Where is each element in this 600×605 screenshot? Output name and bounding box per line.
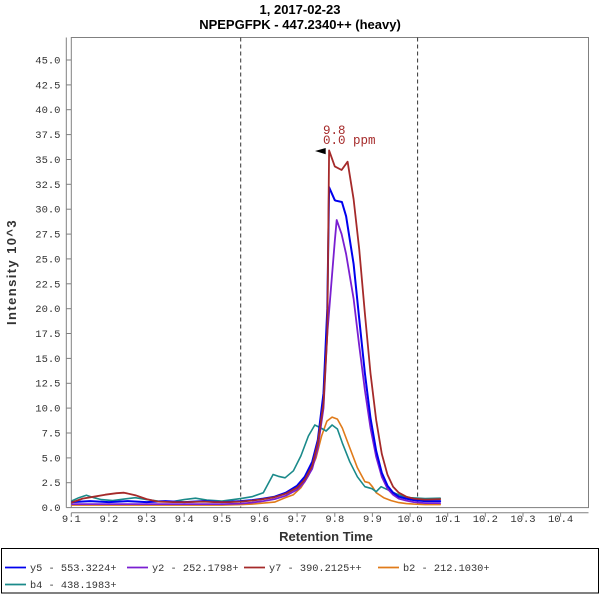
svg-text:35.0: 35.0 xyxy=(35,155,60,167)
svg-text:27.5: 27.5 xyxy=(35,230,60,242)
svg-text:Intensity 10^3: Intensity 10^3 xyxy=(4,219,19,325)
svg-text:10.1: 10.1 xyxy=(435,514,460,526)
svg-text:9.4: 9.4 xyxy=(175,514,194,526)
svg-text:9.7: 9.7 xyxy=(288,514,307,526)
svg-text:42.5: 42.5 xyxy=(35,80,60,92)
svg-text:22.5: 22.5 xyxy=(35,279,60,291)
svg-text:37.5: 37.5 xyxy=(35,130,60,142)
svg-text:25.0: 25.0 xyxy=(35,254,60,266)
svg-text:17.5: 17.5 xyxy=(35,329,60,341)
svg-text:Retention Time: Retention Time xyxy=(279,529,373,544)
svg-text:9.5: 9.5 xyxy=(212,514,231,526)
svg-text:2.5: 2.5 xyxy=(42,478,61,490)
svg-text:7.5: 7.5 xyxy=(42,428,61,440)
svg-text:32.5: 32.5 xyxy=(35,180,60,192)
svg-text:10.3: 10.3 xyxy=(510,514,535,526)
svg-text:40.0: 40.0 xyxy=(35,105,60,117)
svg-text:15.0: 15.0 xyxy=(35,354,60,366)
svg-text:0.0: 0.0 xyxy=(42,503,61,515)
svg-text:10.4: 10.4 xyxy=(548,514,573,526)
svg-text:10.2: 10.2 xyxy=(473,514,498,526)
svg-text:b2 - 212.1030+: b2 - 212.1030+ xyxy=(403,563,490,575)
svg-text:y7 - 390.2125++: y7 - 390.2125++ xyxy=(269,563,362,575)
svg-text:12.5: 12.5 xyxy=(35,379,60,391)
svg-text:5.0: 5.0 xyxy=(42,453,61,465)
svg-text:9.9: 9.9 xyxy=(363,514,382,526)
svg-text:45.0: 45.0 xyxy=(35,56,60,68)
svg-text:9.1: 9.1 xyxy=(62,514,81,526)
svg-text:10.0: 10.0 xyxy=(35,404,60,416)
svg-text:9.8: 9.8 xyxy=(325,514,344,526)
svg-text:b4 - 438.1983+: b4 - 438.1983+ xyxy=(30,580,117,592)
svg-text:20.0: 20.0 xyxy=(35,304,60,316)
svg-text:0.0 ppm: 0.0 ppm xyxy=(323,134,376,148)
svg-text:9.3: 9.3 xyxy=(137,514,156,526)
svg-text:10.0: 10.0 xyxy=(397,514,422,526)
svg-text:9.2: 9.2 xyxy=(99,514,118,526)
svg-text:9.6: 9.6 xyxy=(250,514,269,526)
svg-text:y5 - 553.3224+: y5 - 553.3224+ xyxy=(30,563,117,575)
svg-text:30.0: 30.0 xyxy=(35,205,60,217)
svg-text:y2 - 252.1798+: y2 - 252.1798+ xyxy=(152,563,239,575)
